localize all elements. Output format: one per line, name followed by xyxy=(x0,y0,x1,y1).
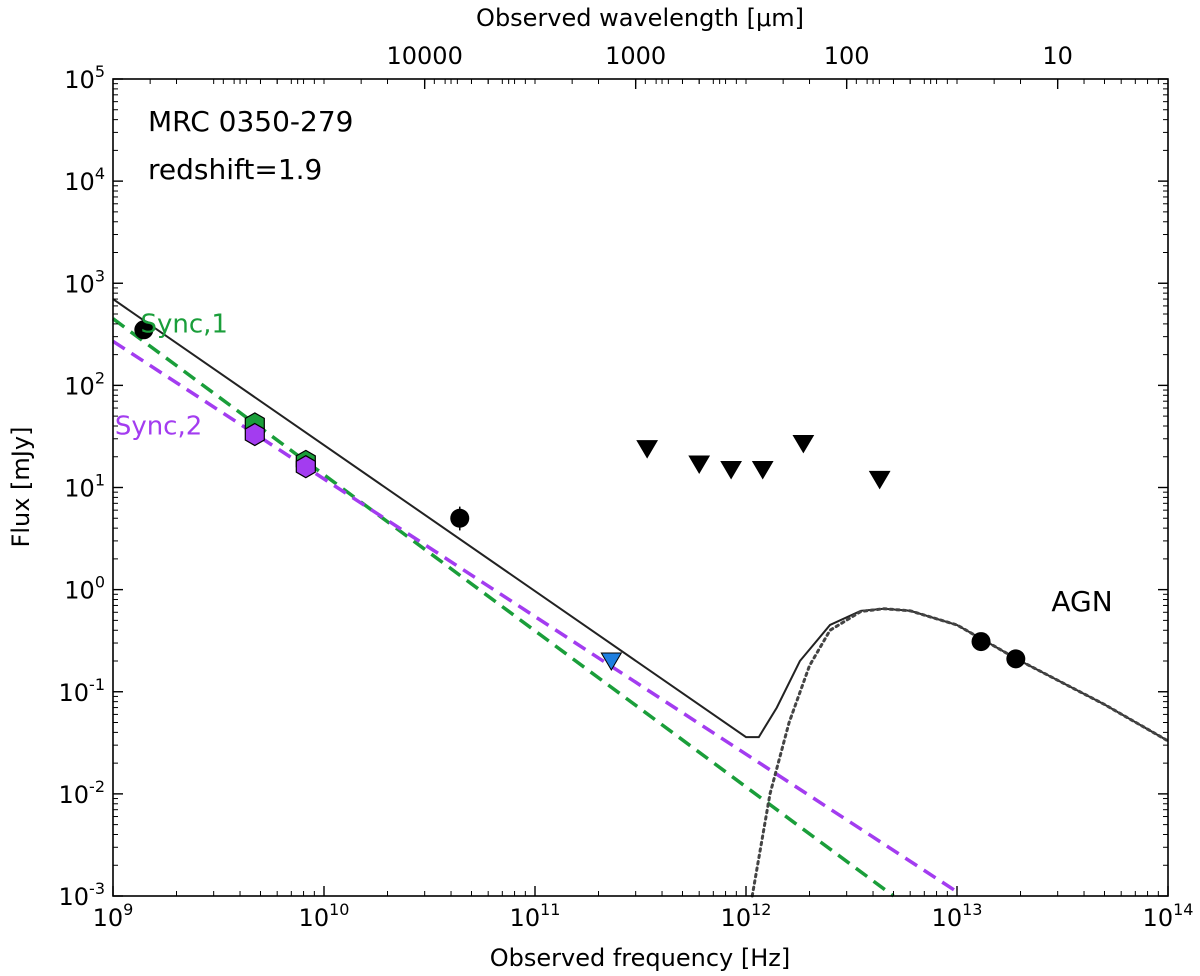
data-point-circle xyxy=(450,508,470,528)
x-tick-label-exp: 11 xyxy=(540,900,560,919)
x-tick-label-base: 10 xyxy=(1143,904,1174,932)
ticks-layer xyxy=(112,78,1169,897)
x-tick-label-base: 10 xyxy=(299,904,330,932)
y-tick-label-exp: 4 xyxy=(95,164,105,183)
y-tick-label-base: 10 xyxy=(64,168,95,196)
y-tick-label: 104 xyxy=(64,164,105,196)
y-tick-label: 102 xyxy=(64,368,105,400)
upper-limit-triangle xyxy=(720,461,742,480)
upper-limit-triangle xyxy=(792,434,815,454)
x-tick-label-exp: 10 xyxy=(329,900,349,919)
y-tick-label: 105 xyxy=(64,62,105,94)
y-tick-label-exp: -2 xyxy=(89,777,105,796)
y-tick-label: 10-2 xyxy=(59,777,106,809)
x-tick-label-base: 10 xyxy=(510,904,541,932)
y-tick-label: 10-3 xyxy=(59,879,106,911)
series-label-sync-2: Sync,2 xyxy=(115,412,202,442)
x-axis-title: Observed frequency [Hz] xyxy=(490,944,790,972)
top-tick-label: 100 xyxy=(824,42,870,70)
upper-limit-triangle xyxy=(751,461,774,480)
top-tick-label: 10 xyxy=(1042,42,1073,70)
y-tick-label-base: 10 xyxy=(64,66,95,94)
data-point-circle xyxy=(971,632,991,652)
y-tick-label: 101 xyxy=(64,471,105,503)
data-point-circle xyxy=(1006,649,1026,669)
x-tick-label-base: 10 xyxy=(93,904,124,932)
series-label-sync-1: Sync,1 xyxy=(141,309,228,339)
top-tick-label: 10000 xyxy=(386,42,462,70)
points-layer xyxy=(134,320,1026,671)
y-tick-label-exp: -3 xyxy=(89,879,105,898)
y-tick-label-base: 10 xyxy=(64,372,95,400)
upper-limit-triangle xyxy=(636,440,659,459)
y-tick-label-exp: 5 xyxy=(95,62,105,81)
x-tick-label-exp: 12 xyxy=(751,900,771,919)
x-tick-label-exp: 9 xyxy=(123,900,133,919)
data-point-hexagon xyxy=(244,422,265,447)
y-tick-label: 103 xyxy=(64,266,105,298)
y-tick-label-base: 10 xyxy=(59,781,90,809)
top-axis-title: Observed wavelength [μm] xyxy=(476,4,804,32)
series-line-sync-1 xyxy=(111,317,895,898)
annotation-label: AGN xyxy=(1051,585,1112,618)
y-tick-label-exp: 2 xyxy=(95,368,105,387)
y-tick-label-exp: 3 xyxy=(95,266,105,285)
data-point-circle xyxy=(134,320,154,340)
x-tick-label-base: 10 xyxy=(932,904,963,932)
x-tick-label: 1012 xyxy=(721,900,772,932)
labels-layer: 109 1010 1011 1012 1013 101410-310-210-110010… xyxy=(59,42,1194,932)
chart-title: MRC 0350-279 xyxy=(148,105,353,138)
x-tick-label: 1013 xyxy=(932,900,983,932)
y-tick-label-base: 10 xyxy=(64,475,95,503)
y-tick-label-exp: -1 xyxy=(89,675,105,694)
y-tick-label: 10-1 xyxy=(59,675,106,707)
x-tick-label: 109 xyxy=(93,900,134,932)
y-tick-label-base: 10 xyxy=(64,577,95,605)
upper-limit-triangle xyxy=(600,652,623,671)
chart-subtitle: redshift=1.9 xyxy=(148,153,322,186)
y-tick-label-exp: 0 xyxy=(95,573,105,592)
series-line-agn xyxy=(750,607,1170,898)
x-tick-label: 1010 xyxy=(299,900,350,932)
x-tick-label-exp: 13 xyxy=(962,900,982,919)
y-tick-label: 100 xyxy=(64,573,105,605)
x-tick-label: 1014 xyxy=(1143,900,1194,932)
y-tick-label-exp: 1 xyxy=(95,471,105,490)
x-tick-label-exp: 14 xyxy=(1173,900,1193,919)
y-tick-label-base: 10 xyxy=(64,270,95,298)
data-point-hexagon xyxy=(295,455,316,479)
x-tick-label-base: 10 xyxy=(721,904,752,932)
upper-limit-triangle xyxy=(868,470,891,490)
y-tick-label-base: 10 xyxy=(59,883,90,911)
top-tick-label: 1000 xyxy=(605,42,666,70)
x-tick-label: 1011 xyxy=(510,900,561,932)
y-tick-label-base: 10 xyxy=(59,679,90,707)
upper-limit-triangle xyxy=(688,455,711,474)
y-axis-title: Flux [mJy] xyxy=(7,427,35,548)
